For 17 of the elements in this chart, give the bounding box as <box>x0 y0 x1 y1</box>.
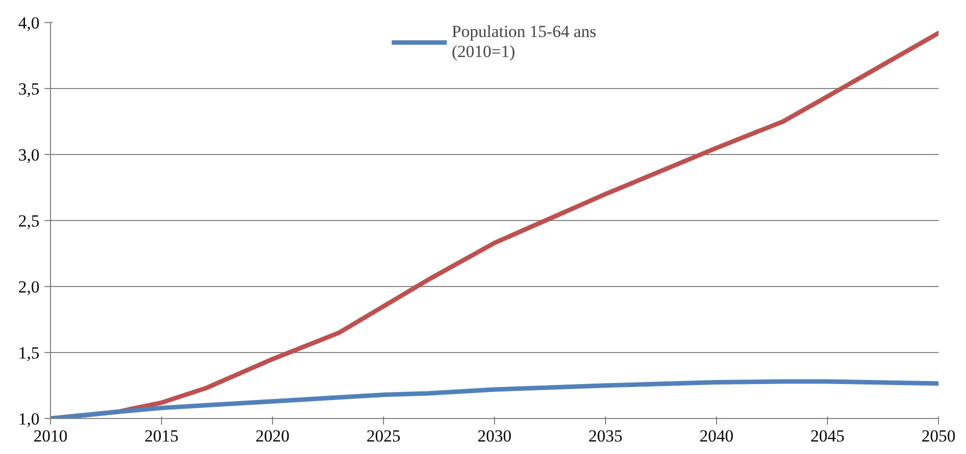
y-tick-label: 2,5 <box>18 212 40 230</box>
legend-label: Population 15-64 ans (2010=1) <box>452 22 596 62</box>
x-tick-label: 2035 <box>588 426 622 446</box>
y-tick-label: 2,0 <box>18 278 40 296</box>
x-tick-label: 2045 <box>810 426 844 446</box>
y-tick-label: 3,5 <box>18 80 40 98</box>
x-tick-label: 2010 <box>34 426 68 446</box>
y-tick-label: 1,5 <box>18 344 40 362</box>
x-tick-label: 2040 <box>700 426 734 446</box>
x-tick-label: 2050 <box>922 426 956 446</box>
x-tick-label: 2020 <box>256 426 290 446</box>
y-tick-label: 1,0 <box>18 410 40 428</box>
y-tick-label: 3,0 <box>18 146 40 164</box>
x-tick-label: 2025 <box>366 426 400 446</box>
x-tick-label: 2015 <box>144 426 178 446</box>
y-tick-label: 4,0 <box>18 14 40 32</box>
x-tick-label: 2030 <box>478 426 512 446</box>
